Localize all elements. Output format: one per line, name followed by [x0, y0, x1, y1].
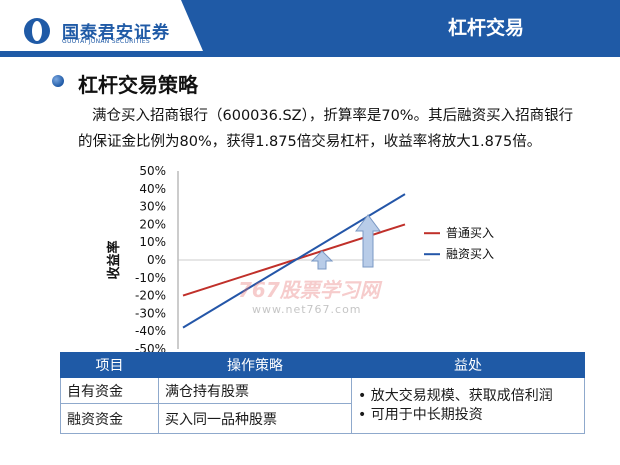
watermark-sub: www.net767.com — [252, 303, 362, 316]
benefit-item: • 可用于中长期投资 — [358, 406, 483, 423]
brand-logo-icon — [24, 18, 50, 44]
logo: 国泰君安证券 GUOTAI JUNAN SECURITIES — [22, 16, 208, 46]
header-band — [0, 51, 620, 57]
watermark-main: 767股票学习网 — [238, 278, 380, 302]
y-tick-label: 10% — [139, 235, 166, 249]
bullet-icon — [52, 75, 64, 87]
small-up-arrow — [310, 250, 334, 270]
watermark: 767股票学习网 www.net767.com — [238, 274, 380, 316]
strategy-table: 项目 操作策略 益处 自有资金 满仓持有股票 • 放大交易规模、获取成倍利润 •… — [60, 352, 585, 434]
row-strategy: 买入同一品种股票 — [158, 403, 352, 434]
y-tick-label: -40% — [135, 324, 166, 338]
row-strategy: 满仓持有股票 — [158, 377, 352, 404]
y-tick-label: 30% — [139, 200, 166, 214]
y-tick-label: -20% — [135, 289, 166, 303]
legend-label: 融资买入 — [446, 247, 494, 261]
table-row: 融资资金 买入同一品种股票 — [60, 403, 585, 434]
paragraph-line-1: 满仓买入招商银行（600036.SZ），折算率是70%。其后融资买入招商银行 — [92, 108, 574, 124]
brand-name-en: GUOTAI JUNAN SECURITIES — [62, 38, 150, 45]
y-tick-label: 40% — [139, 182, 166, 196]
y-axis-label: 收益率 — [106, 240, 122, 279]
y-tick-label: -10% — [135, 271, 166, 285]
strategy-paragraph: 满仓买入招商银行（600036.SZ），折算率是70%。其后融资买入招商银行 的… — [78, 103, 603, 155]
page-title: 杠杆交易 — [447, 17, 524, 39]
paragraph-line-2: 的保证金比例为80%，获得1.875倍交易杠杆，收益率将放大1.875倍。 — [78, 134, 542, 150]
y-axis-ticks: 50% 40% 30% 20% 10% 0% -10% -20% -30% -40% -50% — [135, 165, 166, 355]
y-tick-label: -30% — [135, 306, 166, 320]
header: 国泰君安证券 GUOTAI JUNAN SECURITIES 杠杆交易 — [0, 0, 620, 57]
large-up-arrow — [355, 214, 381, 268]
table-row: 自有资金 满仓持有股票 • 放大交易规模、获取成倍利润 • 可用于中长期投资 — [60, 377, 585, 434]
legend-label: 普通买入 — [446, 226, 494, 240]
table-header-row: 项目 操作策略 益处 — [60, 352, 585, 378]
y-tick-label: 0% — [147, 253, 166, 267]
y-tick-label: 20% — [139, 217, 166, 231]
title-slant — [181, 0, 203, 51]
benefit-cell: • 放大交易规模、获取成倍利润 • 可用于中长期投资 — [351, 377, 585, 434]
header-strategy: 操作策略 — [158, 352, 352, 378]
y-tick-label: 50% — [139, 165, 166, 178]
y-tick-label: -50% — [135, 342, 166, 355]
benefit-item: • 放大交易规模、获取成倍利润 — [358, 387, 553, 404]
leverage-chart: 50% 40% 30% 20% 10% 0% -10% -20% -30% -40% -50% 收益… — [106, 165, 494, 355]
header-item: 项目 — [60, 352, 159, 378]
brand-name: 国泰君安证券 — [62, 23, 170, 43]
row-item: 自有资金 — [60, 377, 159, 404]
section-heading: 杠杆交易策略 — [78, 73, 198, 97]
header-benefit: 益处 — [351, 352, 585, 378]
row-item: 融资资金 — [60, 403, 159, 434]
title-bar — [203, 0, 620, 51]
